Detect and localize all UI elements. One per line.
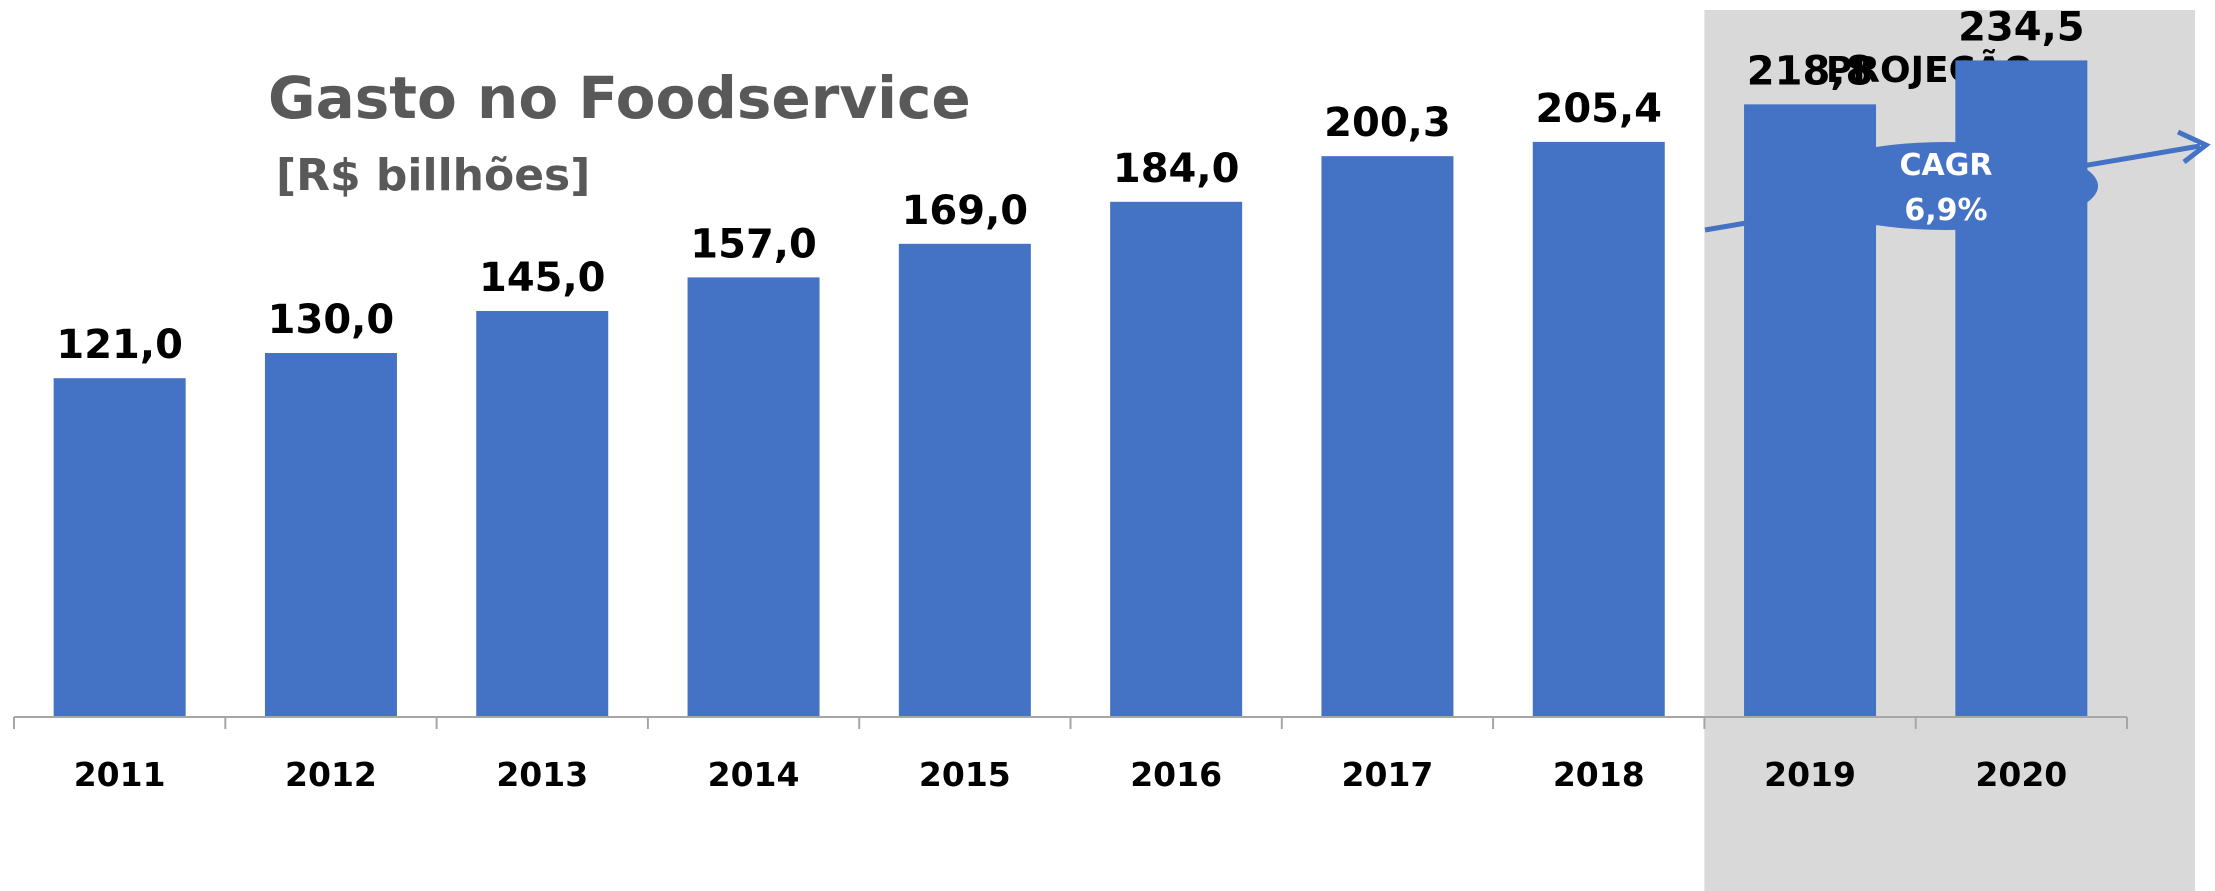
cagr-arrow-head-icon <box>2176 129 2211 164</box>
tick-label-2020: 2020 <box>1975 755 2067 794</box>
value-label-2014: 157,0 <box>690 221 817 267</box>
value-label-2020: 234,5 <box>1958 4 2085 50</box>
tick-label-2011: 2011 <box>74 755 166 794</box>
tick-label-2018: 2018 <box>1553 755 1645 794</box>
value-label-2016: 184,0 <box>1113 146 1240 192</box>
bar-2015 <box>898 243 1031 718</box>
value-label-2019: 218,8 <box>1747 48 1874 94</box>
bar-2018 <box>1532 141 1665 717</box>
cagr-bubble <box>1794 142 2098 230</box>
bar-2013 <box>476 311 609 717</box>
tick-label-2017: 2017 <box>1342 755 1434 794</box>
tick-label-2016: 2016 <box>1130 755 1222 794</box>
value-label-2015: 169,0 <box>902 188 1029 234</box>
cagr-value: 6,9% <box>1904 193 1987 228</box>
tick-label-2015: 2015 <box>919 755 1011 794</box>
tick-label-2012: 2012 <box>285 755 377 794</box>
tick-label-2019: 2019 <box>1764 755 1856 794</box>
bar-2017 <box>1321 156 1454 717</box>
value-label-2011: 121,0 <box>56 322 183 368</box>
tick-label-2013: 2013 <box>496 755 588 794</box>
cagr-label: CAGR <box>1900 148 1993 183</box>
value-label-2013: 145,0 <box>479 255 606 301</box>
bar-2016 <box>1110 201 1243 718</box>
value-label-2012: 130,0 <box>268 297 395 343</box>
value-labels: 121,0 130,0 145,0 157,0 169,0 184,0 200,3 205,4… <box>56 4 2084 368</box>
bar-2012 <box>264 353 397 717</box>
tick-label-2014: 2014 <box>708 755 800 794</box>
value-label-2018: 205,4 <box>1535 86 1662 132</box>
bar-2014 <box>687 277 820 717</box>
chart-subtitle: [R$ billhões] <box>276 150 590 201</box>
bar-2011 <box>53 378 186 717</box>
value-label-2017: 200,3 <box>1324 100 1451 146</box>
bar-series <box>53 60 2088 718</box>
chart-title: Gasto no Foodservice <box>268 64 971 132</box>
x-tick-labels: 2011 2012 2013 2014 2015 2016 2017 2018 2019 2020 <box>74 755 2068 794</box>
x-axis <box>13 716 2128 729</box>
cagr-annotation: CAGR 6,9% <box>1704 129 2211 233</box>
